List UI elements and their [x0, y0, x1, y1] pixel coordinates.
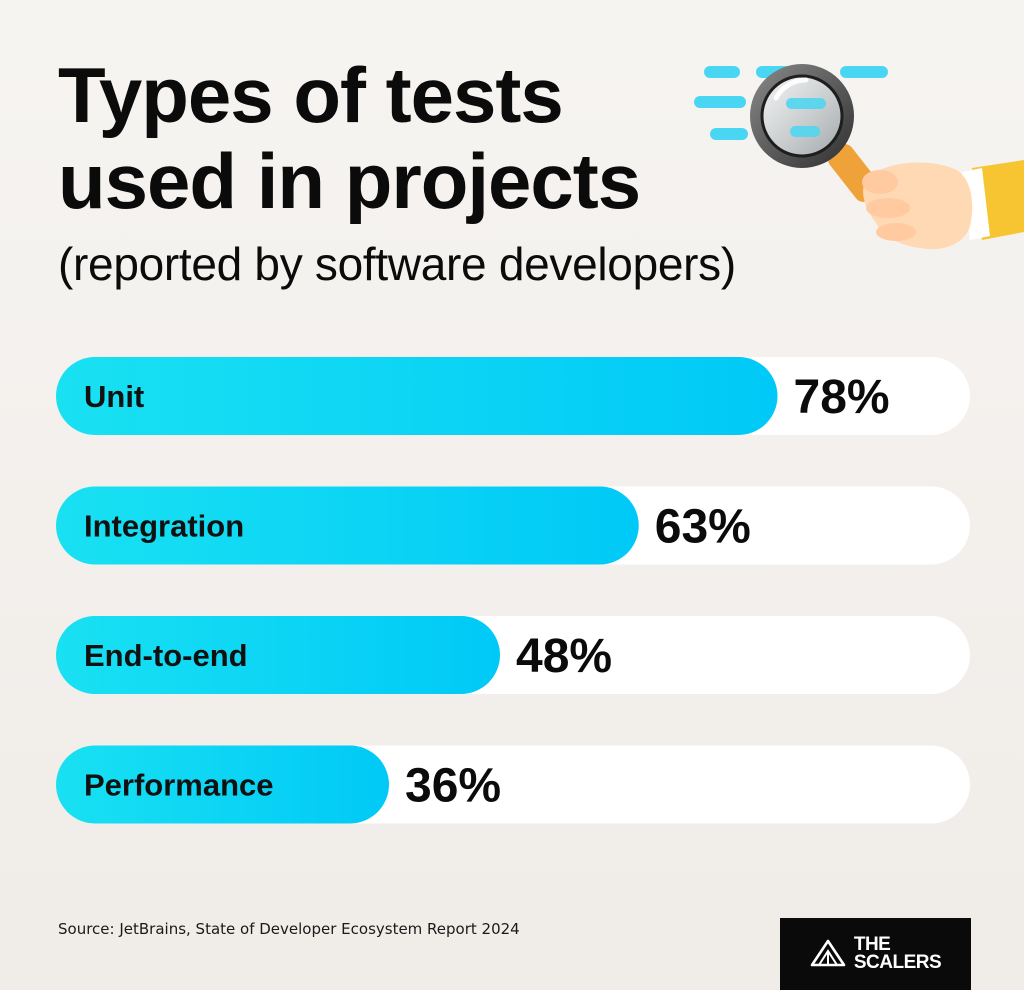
magnifying-glass-hand-icon	[694, 64, 1024, 250]
title-line-2: used in projects	[58, 137, 641, 225]
bar-value-label: 36%	[405, 760, 501, 813]
bar-label: Performance	[84, 768, 274, 803]
title-line-1: Types of tests	[58, 51, 564, 139]
bar-end-to-end	[56, 616, 500, 694]
bar-label: Unit	[84, 379, 144, 414]
bar-label: Integration	[84, 509, 244, 544]
logo-line-1: THE	[853, 934, 891, 955]
bar-value-label: 78%	[794, 371, 890, 424]
diamond-logo-icon	[810, 939, 846, 967]
bar-integration	[56, 486, 639, 565]
bar-value-label: 63%	[655, 501, 751, 554]
chart-subtitle: (reported by software developers)	[58, 238, 736, 290]
bar-performance	[56, 745, 389, 824]
chart-title: Types of tests used in projects	[58, 51, 641, 225]
source-note: Source: JetBrains, State of Developer Ec…	[58, 920, 520, 938]
logo-line-2: SCALERS	[853, 952, 942, 973]
bar-label: End-to-end	[84, 638, 248, 673]
bar-value-label: 48%	[516, 630, 612, 683]
bar-unit	[56, 357, 778, 435]
the-scalers-logo: THE SCALERS	[780, 918, 971, 990]
